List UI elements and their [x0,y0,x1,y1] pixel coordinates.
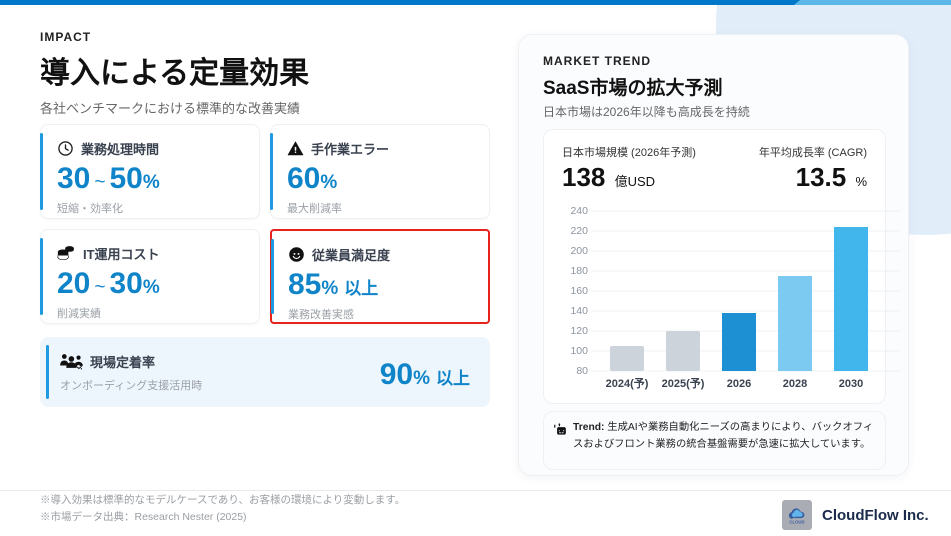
svg-text:120: 120 [570,325,588,337]
svg-text:100: 100 [570,345,588,357]
svg-text:2028: 2028 [783,378,807,390]
svg-text:2026: 2026 [727,378,751,390]
svg-text:160: 160 [570,285,588,297]
svg-text:200: 200 [570,245,588,257]
svg-text:2030: 2030 [839,378,863,390]
svg-text:2024(予): 2024(予) [606,377,649,390]
svg-text:CLOUD: CLOUD [789,520,804,525]
svg-text:80: 80 [576,365,588,377]
svg-text:240: 240 [570,205,588,217]
svg-text:220: 220 [570,225,588,237]
svg-text:180: 180 [570,265,588,277]
svg-text:2025(予): 2025(予) [662,377,705,390]
svg-text:140: 140 [570,305,588,317]
